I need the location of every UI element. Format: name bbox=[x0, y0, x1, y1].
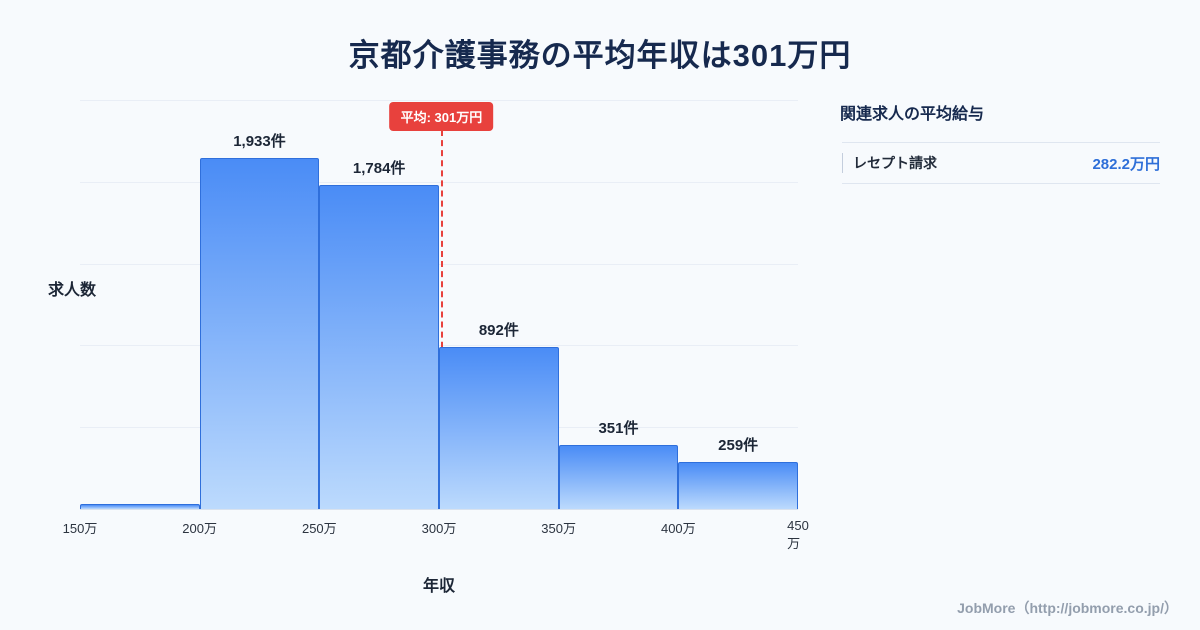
gridline bbox=[80, 181, 798, 183]
x-tick-label: 400万 bbox=[660, 521, 696, 536]
x-tick-label: 350万 bbox=[541, 521, 577, 536]
histogram-bar bbox=[80, 503, 200, 509]
histogram-bar bbox=[678, 461, 798, 509]
average-line bbox=[441, 130, 444, 509]
histogram-bar bbox=[439, 346, 559, 509]
x-tick-label: 200万 bbox=[182, 521, 218, 536]
side-row-value: 282.2万円 bbox=[1092, 155, 1160, 173]
footer-credit: JobMore（http://jobmore.co.jp/） bbox=[957, 600, 1178, 616]
page-title: 京都介護事務の平均年収は301万円 bbox=[348, 38, 852, 73]
x-tick-label: 250万 bbox=[301, 521, 337, 536]
x-tick-label: 450万 bbox=[787, 518, 809, 551]
side-panel-title: 関連求人の平均給与 bbox=[840, 106, 985, 123]
average-line-label: 平均: 301万円 bbox=[389, 102, 494, 131]
gridline bbox=[80, 100, 798, 101]
x-axis-ticks: 150万 200万 250万 300万 350万 400万 450万 bbox=[63, 518, 809, 551]
gridline bbox=[80, 263, 798, 265]
x-tick-label: 300万 bbox=[421, 521, 457, 536]
plot-area: 平均: 301万円 1,933件 1,784件 892件 351件 259件 bbox=[80, 100, 798, 510]
bar-value-label: 351件 bbox=[598, 420, 639, 438]
bar-value-label: 259件 bbox=[718, 436, 759, 454]
histogram-bar bbox=[319, 184, 439, 509]
bar-value-label: 892件 bbox=[478, 321, 519, 339]
gridline bbox=[80, 345, 798, 347]
bar-value-label: 1,933件 bbox=[233, 132, 286, 150]
x-axis-label: 年収 bbox=[422, 578, 455, 595]
histogram-bar bbox=[199, 157, 320, 509]
histogram-bar bbox=[558, 445, 679, 509]
side-row-label: レセプト請求 bbox=[842, 153, 937, 173]
side-panel-row: レセプト請求 282.2万円 bbox=[842, 142, 1160, 184]
y-axis-label: 求人数 bbox=[48, 282, 97, 299]
x-tick-label: 150万 bbox=[62, 521, 98, 536]
bar-value-label: 1,784件 bbox=[352, 159, 406, 177]
